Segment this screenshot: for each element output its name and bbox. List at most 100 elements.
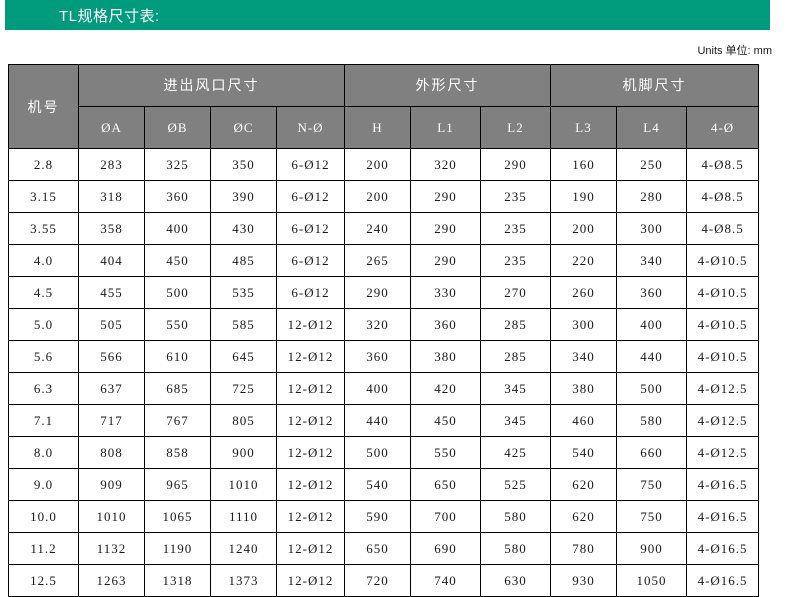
cell-model: 2.8 [8,148,79,181]
cell-model: 9.0 [8,468,79,501]
header-group-foot: 机脚尺寸 [550,64,760,107]
header-group-inlet-outlet: 进出风口尺寸 [78,64,345,107]
cell-model: 4.0 [8,244,79,277]
cell-l1: 700 [410,500,481,533]
cell-dia-a: 1132 [78,532,145,565]
title-banner: TL规格尺寸表: [5,0,770,30]
cell-model: 6.3 [8,372,79,405]
cell-dia-b: 965 [144,468,211,501]
cell-h: 360 [344,340,411,373]
cell-l4: 580 [616,404,688,437]
cell-dia-c: 1010 [210,468,277,501]
cell-dia-b: 360 [144,180,211,213]
cell-dia-c: 390 [210,180,277,213]
cell-dia-c: 900 [210,436,277,469]
cell-l2: 290 [479,148,552,181]
header-model: 机号 [8,64,79,149]
cell-l2: 235 [479,212,552,245]
cell-l3: 620 [550,500,618,533]
cell-l2: 580 [479,500,552,533]
table-row: 3.15 318 360 390 6-Ø12 200 290 235 190 280 4-Ø8.5 [8,180,760,213]
cell-l4: 500 [616,372,688,405]
cell-dia-c: 645 [210,340,277,373]
cell-n-dia: 12-Ø12 [276,468,345,501]
cell-dia-a: 1010 [78,500,145,533]
cell-four-o: 4-Ø8.5 [686,148,760,181]
cell-dia-c: 350 [210,148,277,181]
cell-h: 540 [344,468,411,501]
cell-four-o: 4-Ø12.5 [686,372,760,405]
header-dia-c: ØC [210,106,277,149]
cell-l4: 440 [616,340,688,373]
cell-n-dia: 6-Ø12 [276,148,345,181]
cell-model: 11.2 [8,532,79,565]
cell-dia-b: 400 [144,212,211,245]
header-dia-a: ØA [78,106,145,149]
cell-h: 320 [344,308,411,341]
cell-dia-b: 1190 [144,532,211,565]
cell-n-dia: 6-Ø12 [276,180,345,213]
cell-dia-b: 685 [144,372,211,405]
cell-dia-b: 858 [144,436,211,469]
cell-dia-b: 767 [144,404,211,437]
cell-dia-a: 1263 [78,564,145,597]
cell-dia-b: 1065 [144,500,211,533]
cell-four-o: 4-Ø10.5 [686,276,760,309]
cell-l3: 260 [550,276,618,309]
cell-dia-b: 610 [144,340,211,373]
cell-l4: 340 [616,244,688,277]
header-four-o: 4-Ø [686,106,760,149]
cell-dia-c: 1240 [210,532,277,565]
cell-l1: 320 [410,148,481,181]
cell-dia-b: 1318 [144,564,211,597]
table-header: 机号 进出风口尺寸 外形尺寸 机脚尺寸 ØA ØB ØC N-Ø H L1 L2… [8,64,760,149]
cell-l2: 345 [479,404,552,437]
page-title: TL规格尺寸表: [59,7,160,25]
cell-dia-a: 637 [78,372,145,405]
cell-four-o: 4-Ø10.5 [686,308,760,341]
cell-dia-a: 808 [78,436,145,469]
cell-four-o: 4-Ø16.5 [686,564,760,597]
table-row: 3.55 358 400 430 6-Ø12 240 290 235 200 300 4-Ø8.5 [8,212,760,245]
cell-l1: 380 [410,340,481,373]
cell-l3: 160 [550,148,618,181]
cell-h: 290 [344,276,411,309]
cell-h: 240 [344,212,411,245]
cell-model: 3.55 [8,212,79,245]
cell-four-o: 4-Ø16.5 [686,500,760,533]
table-row: 9.0 909 965 1010 12-Ø12 540 650 525 620 750 4-Ø16.… [8,468,760,501]
cell-l1: 550 [410,436,481,469]
cell-n-dia: 12-Ø12 [276,308,345,341]
cell-l1: 420 [410,372,481,405]
cell-l2: 285 [479,308,552,341]
cell-four-o: 4-Ø8.5 [686,180,760,213]
table-row: 12.5 1263 1318 1373 12-Ø12 720 740 630 930 1050 4-… [8,564,760,597]
table-row: 5.0 505 550 585 12-Ø12 320 360 285 300 400 4-Ø10.5 [8,308,760,341]
cell-dia-a: 318 [78,180,145,213]
table-row: 6.3 637 685 725 12-Ø12 400 420 345 380 500 4-Ø12.5 [8,372,760,405]
cell-dia-a: 717 [78,404,145,437]
cell-dia-c: 725 [210,372,277,405]
cell-l4: 1050 [616,564,688,597]
header-l1: L1 [410,106,481,149]
cell-four-o: 4-Ø12.5 [686,404,760,437]
cell-dia-b: 550 [144,308,211,341]
spec-table: 机号 进出风口尺寸 外形尺寸 机脚尺寸 ØA ØB ØC N-Ø H L1 L2… [8,64,760,597]
cell-l3: 340 [550,340,618,373]
cell-h: 200 [344,148,411,181]
cell-model: 3.15 [8,180,79,213]
cell-four-o: 4-Ø8.5 [686,212,760,245]
header-l4: L4 [616,106,688,149]
cell-l1: 360 [410,308,481,341]
cell-dia-c: 805 [210,404,277,437]
cell-l4: 400 [616,308,688,341]
cell-dia-c: 430 [210,212,277,245]
cell-l2: 235 [479,244,552,277]
cell-four-o: 4-Ø12.5 [686,436,760,469]
cell-l2: 235 [479,180,552,213]
cell-model: 8.0 [8,436,79,469]
cell-h: 265 [344,244,411,277]
cell-l1: 740 [410,564,481,597]
cell-l3: 540 [550,436,618,469]
cell-n-dia: 6-Ø12 [276,244,345,277]
